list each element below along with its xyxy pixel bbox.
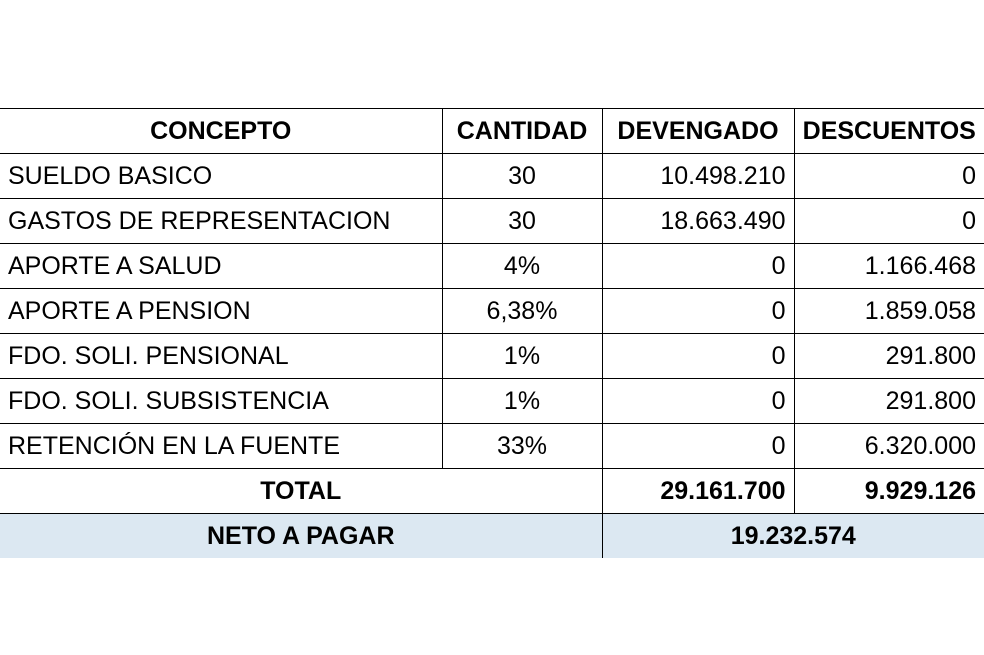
net-row: NETO A PAGAR 19.232.574 <box>0 513 984 558</box>
cell-devengado: 0 <box>601 333 795 379</box>
cell-descuentos: 1.859.058 <box>793 288 984 334</box>
header-cantidad: CANTIDAD <box>441 108 603 154</box>
payroll-table: CONCEPTO CANTIDAD DEVENGADO DESCUENTOS S… <box>0 108 984 558</box>
table-row: APORTE A PENSION 6,38% 0 1.859.058 <box>0 288 984 334</box>
net-label: NETO A PAGAR <box>0 513 603 558</box>
cell-devengado: 10.498.210 <box>601 153 795 199</box>
cell-descuentos: 291.800 <box>793 333 984 379</box>
cell-descuentos: 6.320.000 <box>793 423 984 469</box>
payroll-sheet: CONCEPTO CANTIDAD DEVENGADO DESCUENTOS S… <box>0 108 984 558</box>
table-row: GASTOS DE REPRESENTACION 30 18.663.490 0 <box>0 198 984 244</box>
cell-devengado: 0 <box>601 243 795 289</box>
cell-concepto: APORTE A PENSION <box>0 288 443 334</box>
cell-cantidad: 1% <box>441 378 603 424</box>
total-label: TOTAL <box>0 468 603 514</box>
cell-cantidad: 4% <box>441 243 603 289</box>
cell-cantidad: 6,38% <box>441 288 603 334</box>
cell-concepto: FDO. SOLI. SUBSISTENCIA <box>0 378 443 424</box>
total-descuentos: 9.929.126 <box>793 468 984 514</box>
cell-cantidad: 30 <box>441 198 603 244</box>
cell-concepto: SUELDO BASICO <box>0 153 443 199</box>
table-row: SUELDO BASICO 30 10.498.210 0 <box>0 153 984 199</box>
cell-descuentos: 0 <box>793 153 984 199</box>
total-row: TOTAL 29.161.700 9.929.126 <box>0 468 984 514</box>
cell-cantidad: 33% <box>441 423 603 469</box>
table-row: APORTE A SALUD 4% 0 1.166.468 <box>0 243 984 289</box>
header-devengado: DEVENGADO <box>601 108 795 154</box>
cell-cantidad: 1% <box>441 333 603 379</box>
cell-devengado: 18.663.490 <box>601 198 795 244</box>
cell-concepto: GASTOS DE REPRESENTACION <box>0 198 443 244</box>
table-row: FDO. SOLI. SUBSISTENCIA 1% 0 291.800 <box>0 378 984 424</box>
cell-cantidad: 30 <box>441 153 603 199</box>
cell-descuentos: 291.800 <box>793 378 984 424</box>
cell-descuentos: 1.166.468 <box>793 243 984 289</box>
table-row: FDO. SOLI. PENSIONAL 1% 0 291.800 <box>0 333 984 379</box>
cell-devengado: 0 <box>601 378 795 424</box>
header-descuentos: DESCUENTOS <box>793 108 984 154</box>
cell-devengado: 0 <box>601 288 795 334</box>
cell-descuentos: 0 <box>793 198 984 244</box>
net-value: 19.232.574 <box>601 513 984 558</box>
total-devengado: 29.161.700 <box>601 468 795 514</box>
cell-concepto: RETENCIÓN EN LA FUENTE <box>0 423 443 469</box>
header-concepto: CONCEPTO <box>0 108 443 154</box>
cell-concepto: FDO. SOLI. PENSIONAL <box>0 333 443 379</box>
cell-devengado: 0 <box>601 423 795 469</box>
header-row: CONCEPTO CANTIDAD DEVENGADO DESCUENTOS <box>0 108 984 154</box>
table-row: RETENCIÓN EN LA FUENTE 33% 0 6.320.000 <box>0 423 984 469</box>
cell-concepto: APORTE A SALUD <box>0 243 443 289</box>
